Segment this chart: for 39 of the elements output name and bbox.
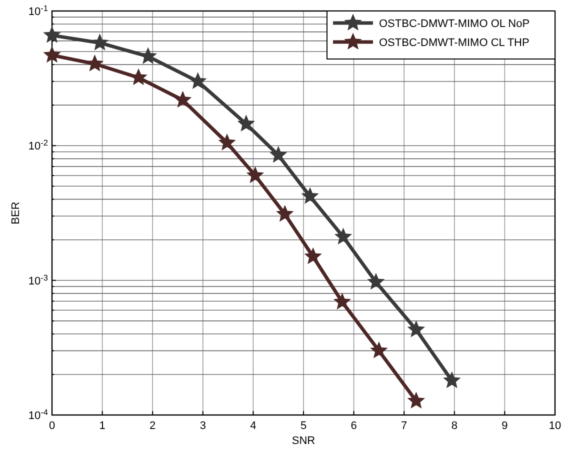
x-tick-label: 5 bbox=[300, 420, 307, 432]
point bbox=[302, 188, 318, 204]
point bbox=[238, 115, 254, 131]
x-tick-label: 8 bbox=[451, 420, 458, 432]
point bbox=[408, 321, 424, 337]
y-tick-label: 10$^{-1}$ bbox=[28, 4, 48, 18]
point bbox=[408, 392, 424, 408]
point bbox=[86, 55, 103, 71]
x-tick-label: 1 bbox=[99, 420, 106, 432]
x-tick-label: 3 bbox=[200, 420, 206, 432]
x-tick-label: 9 bbox=[502, 420, 508, 432]
point bbox=[44, 26, 60, 42]
point bbox=[370, 342, 388, 358]
y-axis-title: BER bbox=[10, 202, 22, 224]
x-tick-label: 4 bbox=[250, 420, 256, 432]
point bbox=[334, 294, 350, 310]
point bbox=[44, 46, 60, 62]
point bbox=[276, 206, 293, 222]
y-tick-label: 10$^{-2}$ bbox=[28, 138, 48, 153]
point bbox=[92, 34, 108, 50]
x-tick-label: 7 bbox=[401, 420, 408, 432]
x-tick-label: 10 bbox=[548, 420, 562, 432]
x-tick-label: 0 bbox=[48, 420, 56, 432]
x-tick-label: 2 bbox=[150, 420, 156, 432]
y-tick-label: 10$^{-4}$ bbox=[28, 408, 48, 422]
x-axis-title: SNR bbox=[292, 435, 316, 447]
point bbox=[304, 248, 322, 264]
x-tick-label: 6 bbox=[350, 420, 357, 432]
point bbox=[270, 146, 286, 162]
y-tick-label: 10$^{-3}$ bbox=[28, 272, 48, 288]
point bbox=[190, 72, 206, 88]
point bbox=[444, 372, 460, 388]
legend-label: OSTBC-DMWT-MIMO CL THP bbox=[379, 37, 530, 49]
point bbox=[368, 274, 384, 290]
legend-label: OSTBC-DMWT-MIMO OL NoP bbox=[379, 18, 530, 30]
point bbox=[174, 92, 191, 108]
point bbox=[218, 134, 236, 150]
point bbox=[247, 167, 264, 183]
point bbox=[335, 228, 352, 244]
